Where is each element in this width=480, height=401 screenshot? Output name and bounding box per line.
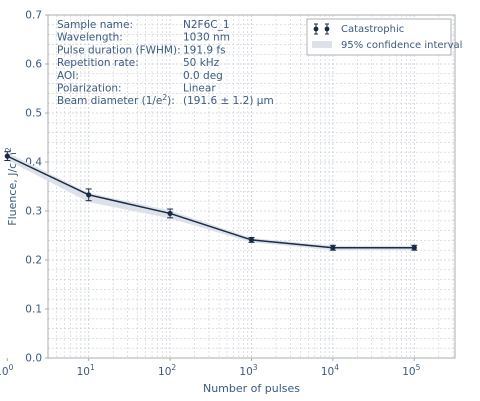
info-label: Pulse duration (FWHM): <box>57 44 181 56</box>
data-marker <box>330 245 336 251</box>
data-point <box>4 151 11 162</box>
legend-marker <box>313 26 319 32</box>
info-label: Polarization: <box>57 83 122 95</box>
y-tick-label: 0.2 <box>25 255 42 267</box>
grid <box>48 14 455 359</box>
info-value: 0.0 deg <box>183 70 223 82</box>
x-tick-label: 104 <box>321 363 339 378</box>
x-tick-label: 101 <box>77 363 95 378</box>
legend-label-catastrophic: Catastrophic <box>341 24 404 35</box>
info-value: N2F6C_1 <box>183 19 230 31</box>
x-tick-label: 102 <box>158 363 176 378</box>
x-axis-label: Number of pulses <box>203 382 300 395</box>
info-label: Repetition rate: <box>57 57 139 69</box>
y-tick-label: 0.7 <box>25 10 42 22</box>
x-tick-label: 103 <box>239 363 257 378</box>
info-label: Beam diameter (1/e2): <box>57 93 175 107</box>
data-marker <box>411 245 417 251</box>
y-tick-label: 0.5 <box>25 108 42 120</box>
info-value: 1030 nm <box>183 32 230 44</box>
legend-band-swatch <box>312 41 332 48</box>
data-point <box>411 244 418 251</box>
y-tick-label: 0.1 <box>25 304 42 316</box>
data-marker <box>167 210 173 217</box>
y-axis-label: Fluence, J/cm2 <box>4 147 19 226</box>
confidence-band <box>7 152 415 251</box>
info-label: Sample name: <box>57 19 133 31</box>
data-point <box>329 244 336 251</box>
series-line-catastrophic <box>6 155 415 249</box>
data-point <box>167 208 174 219</box>
legend-label-confidence: 95% confidence interval <box>341 40 462 51</box>
data-point <box>248 236 255 243</box>
sample-info: Sample name: N2F6C_1 Wavelength: 1030 nmPul… <box>57 19 274 107</box>
data-marker <box>86 192 92 198</box>
info-value: (191.6 ± 1.2) µm <box>183 95 274 107</box>
legend-box <box>306 18 452 56</box>
info-label: AOI: <box>57 70 79 82</box>
data-marker <box>4 153 10 159</box>
data-marker <box>248 237 255 243</box>
y-tick-label: 0.6 <box>25 59 42 71</box>
x-tick-label: 105 <box>402 363 420 378</box>
y-tick-label: 0.3 <box>25 206 42 218</box>
legend: Catastrophic 95% confidence interval <box>306 18 462 56</box>
x-tick-label: 100 <box>0 363 14 378</box>
y-tick-label: 0.0 <box>25 353 42 365</box>
info-value: 191.9 fs <box>183 44 226 56</box>
legend-marker <box>324 26 330 32</box>
info-value: Linear <box>183 83 216 95</box>
data-point <box>85 188 92 202</box>
info-value: 50 kHz <box>183 57 220 69</box>
info-label: Wavelength: <box>57 32 123 44</box>
